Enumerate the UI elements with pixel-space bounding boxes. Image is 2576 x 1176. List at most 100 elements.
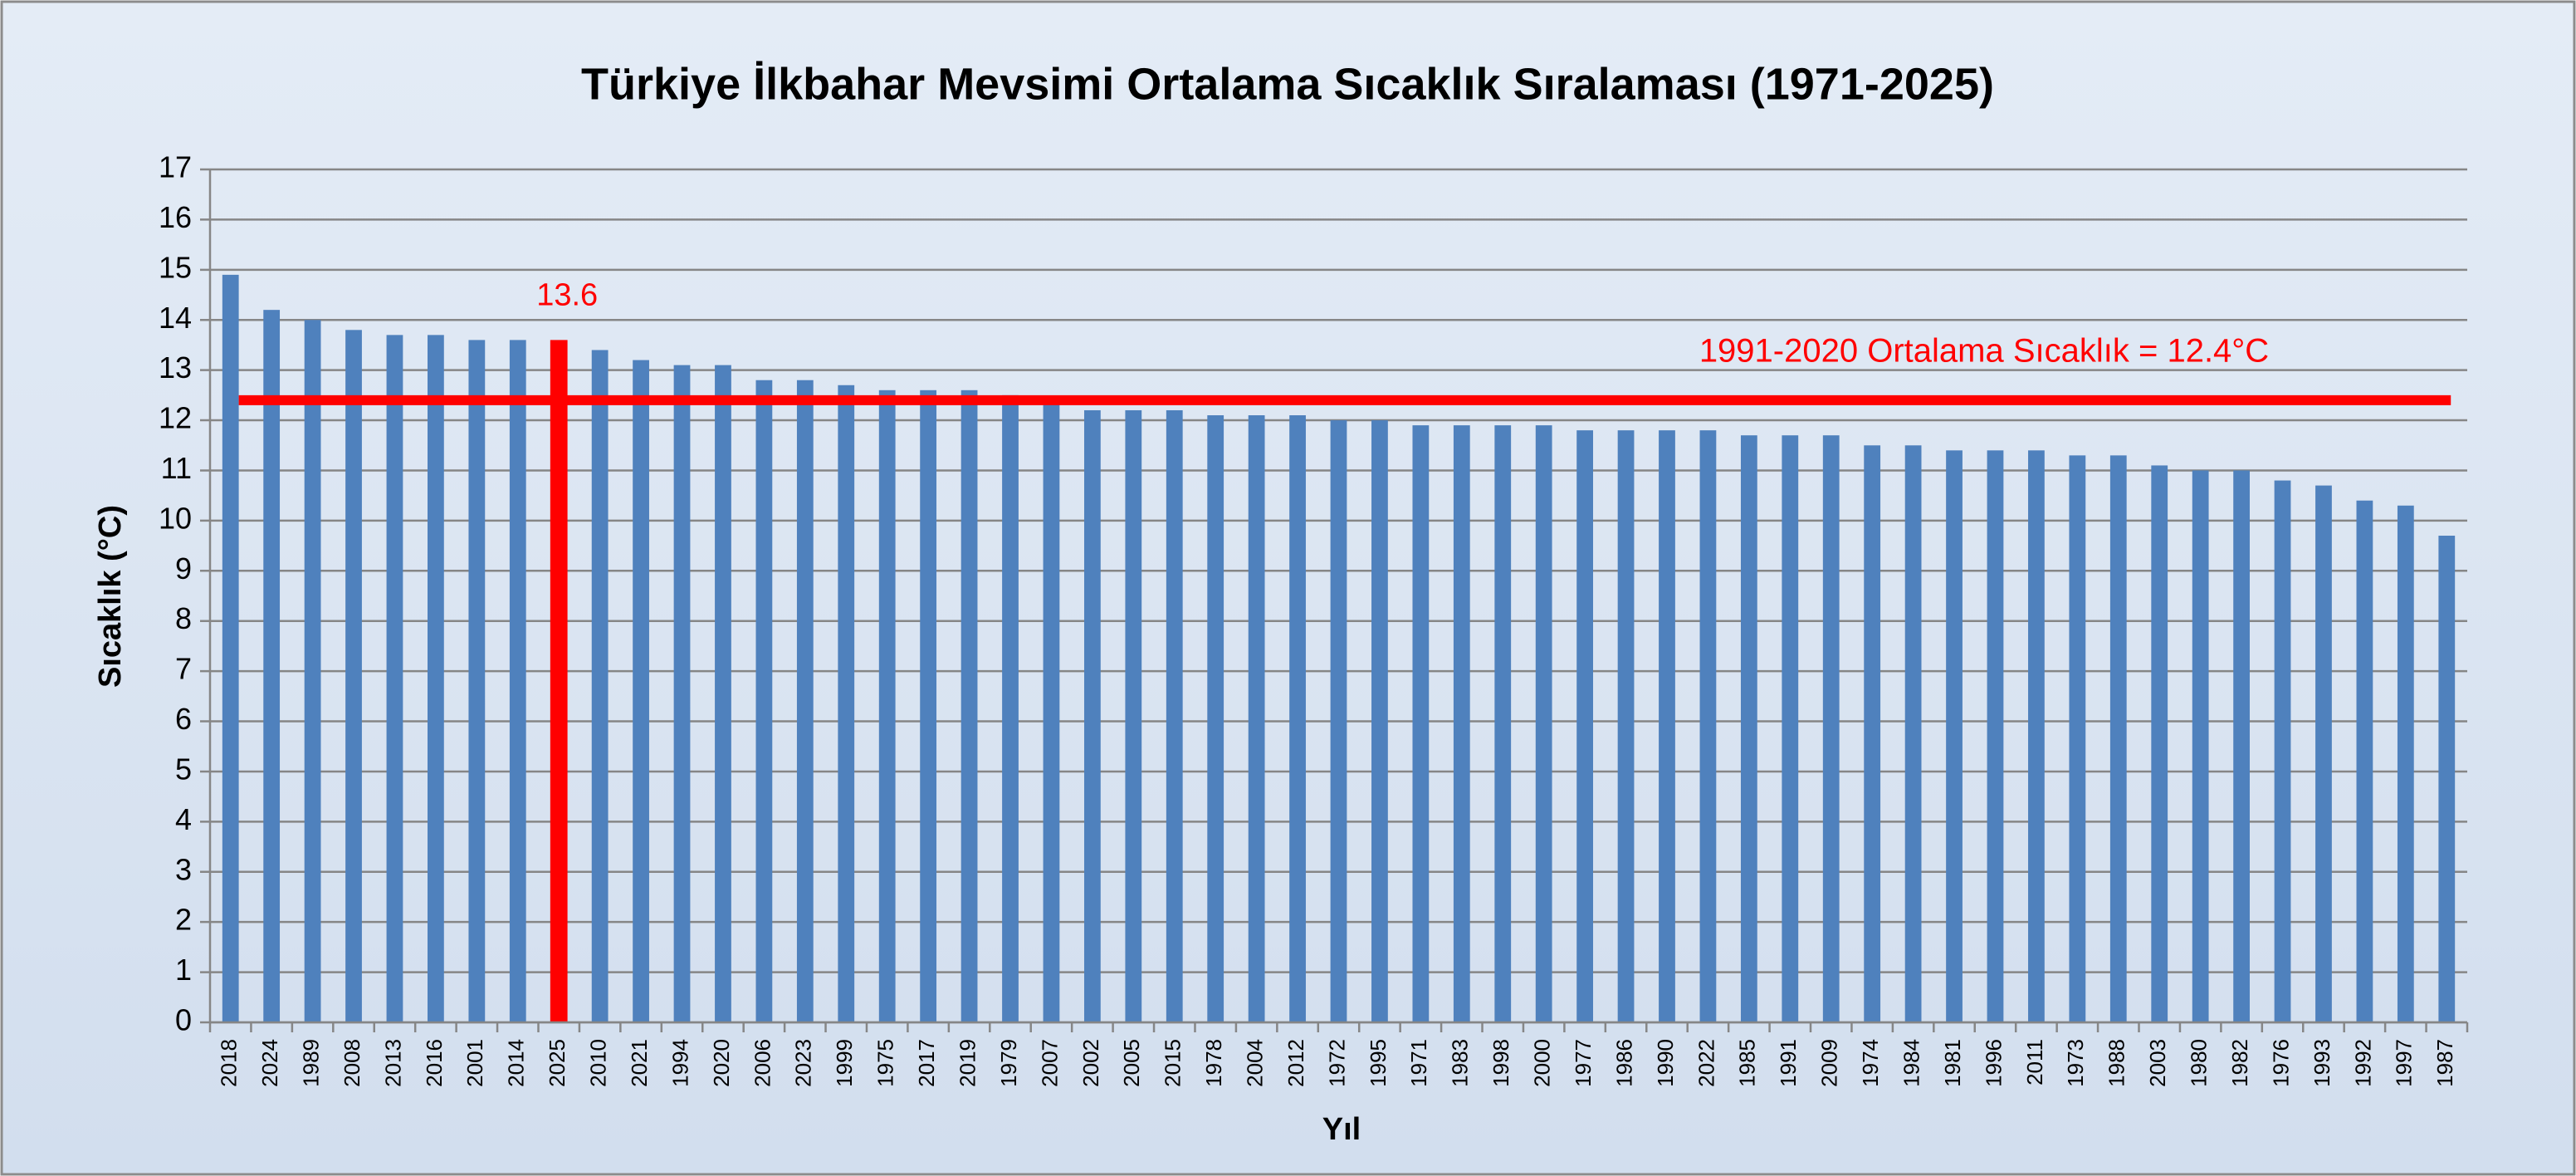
bar xyxy=(1002,394,1019,1023)
x-tick-label: 2009 xyxy=(1817,1039,1842,1087)
bar xyxy=(263,310,281,1022)
bar xyxy=(1864,445,1881,1022)
x-tick-label: 1986 xyxy=(1611,1039,1636,1087)
bar xyxy=(633,360,649,1022)
x-tick-label: 1984 xyxy=(1899,1039,1923,1087)
x-tick-label: 1982 xyxy=(2227,1039,2252,1087)
x-tick-label: 1977 xyxy=(1571,1039,1596,1087)
x-tick-label: 2006 xyxy=(750,1039,775,1087)
bar xyxy=(509,340,526,1022)
bar xyxy=(2069,455,2086,1022)
y-tick-label: 9 xyxy=(175,551,192,586)
bar xyxy=(2315,485,2332,1022)
bar xyxy=(345,330,362,1023)
bar xyxy=(1207,415,1224,1022)
x-tick-label: 1974 xyxy=(1858,1039,1883,1087)
x-tick-label: 2003 xyxy=(2145,1039,2170,1087)
bar xyxy=(550,340,568,1022)
bar xyxy=(1617,430,1635,1022)
bar xyxy=(1083,409,1101,1023)
x-tick-label: 2011 xyxy=(2022,1039,2047,1085)
bar xyxy=(1125,409,1142,1023)
bar xyxy=(961,390,978,1022)
bar xyxy=(1946,450,1963,1022)
bar xyxy=(1166,409,1183,1023)
x-tick-label: 1991 xyxy=(1776,1039,1801,1087)
bar xyxy=(838,385,855,1022)
bar xyxy=(1904,445,1922,1022)
x-tick-label: 2014 xyxy=(504,1039,529,1087)
bar xyxy=(1371,420,1388,1022)
y-tick-label: 12 xyxy=(159,401,192,435)
bar xyxy=(591,350,609,1022)
y-tick-label: 1 xyxy=(175,953,192,987)
y-tick-label: 15 xyxy=(159,250,192,284)
bar xyxy=(2192,470,2209,1022)
bar xyxy=(1822,435,1840,1022)
bar xyxy=(2274,480,2291,1022)
bar xyxy=(2356,500,2373,1022)
bar xyxy=(878,390,896,1022)
x-tick-label: 1987 xyxy=(2432,1039,2457,1087)
x-tick-label: 2024 xyxy=(257,1039,282,1087)
y-tick-label: 3 xyxy=(175,852,192,886)
x-tick-label: 1993 xyxy=(2310,1039,2334,1087)
bar xyxy=(222,274,239,1022)
x-tick-label: 2007 xyxy=(1037,1039,1062,1087)
x-tick-label: 2002 xyxy=(1078,1039,1103,1087)
bar xyxy=(304,320,321,1022)
bar xyxy=(1330,420,1347,1022)
x-tick-label: 2021 xyxy=(627,1039,652,1087)
x-tick-label: 1971 xyxy=(1406,1039,1431,1087)
x-tick-label: 1983 xyxy=(1448,1039,1473,1087)
x-tick-label: 1994 xyxy=(667,1039,692,1087)
x-tick-label: 2013 xyxy=(380,1039,405,1087)
x-tick-label: 2004 xyxy=(1243,1039,1268,1087)
bar xyxy=(2109,455,2127,1022)
x-tick-label: 2023 xyxy=(791,1039,816,1087)
bar xyxy=(1453,425,1470,1022)
x-tick-label: 1980 xyxy=(2187,1039,2212,1087)
bar xyxy=(1494,425,1512,1022)
bar xyxy=(2028,450,2045,1022)
bar xyxy=(673,365,691,1022)
bar xyxy=(468,340,486,1022)
x-tick-label: 1998 xyxy=(1488,1039,1513,1087)
y-tick-label: 0 xyxy=(175,1003,192,1037)
x-tick-label: 2017 xyxy=(914,1039,939,1087)
bar xyxy=(1699,430,1717,1022)
x-tick-label: 1976 xyxy=(2268,1039,2293,1087)
x-tick-label: 1995 xyxy=(1366,1039,1391,1087)
y-tick-label: 10 xyxy=(159,501,192,535)
x-tick-label: 1985 xyxy=(1735,1039,1760,1087)
x-tick-label: 2001 xyxy=(462,1039,487,1087)
bar xyxy=(1576,430,1594,1022)
x-tick-label: 1978 xyxy=(1201,1039,1226,1087)
y-axis-label: Sıcaklık (°C) xyxy=(93,505,128,688)
x-tick-label: 2020 xyxy=(709,1039,734,1087)
bar xyxy=(428,335,444,1022)
x-tick-label: 1992 xyxy=(2350,1039,2375,1087)
x-tick-label: 1999 xyxy=(832,1039,857,1087)
bar xyxy=(1412,425,1430,1022)
bar xyxy=(796,380,814,1023)
x-tick-label: 1979 xyxy=(996,1039,1021,1087)
x-tick-label: 1988 xyxy=(2104,1039,2129,1087)
x-tick-label: 2010 xyxy=(586,1039,611,1087)
bar xyxy=(1043,399,1060,1022)
bar xyxy=(1535,425,1552,1022)
x-tick-label: 2016 xyxy=(422,1039,447,1087)
y-tick-label: 16 xyxy=(159,200,192,234)
x-tick-label: 2018 xyxy=(217,1039,242,1087)
x-tick-label: 2015 xyxy=(1161,1039,1185,1087)
bar xyxy=(1987,450,2004,1022)
x-tick-label: 2025 xyxy=(545,1039,569,1087)
x-tick-label: 2008 xyxy=(340,1039,364,1087)
bar xyxy=(1248,415,1265,1022)
bar xyxy=(715,365,731,1022)
y-tick-label: 6 xyxy=(175,702,192,736)
chart-title: Türkiye İlkbahar Mevsimi Ortalama Sıcakl… xyxy=(581,59,1994,109)
reference-label: 1991-2020 Ortalama Sıcaklık = 12.4°C xyxy=(1699,333,2269,370)
bar xyxy=(386,335,403,1022)
